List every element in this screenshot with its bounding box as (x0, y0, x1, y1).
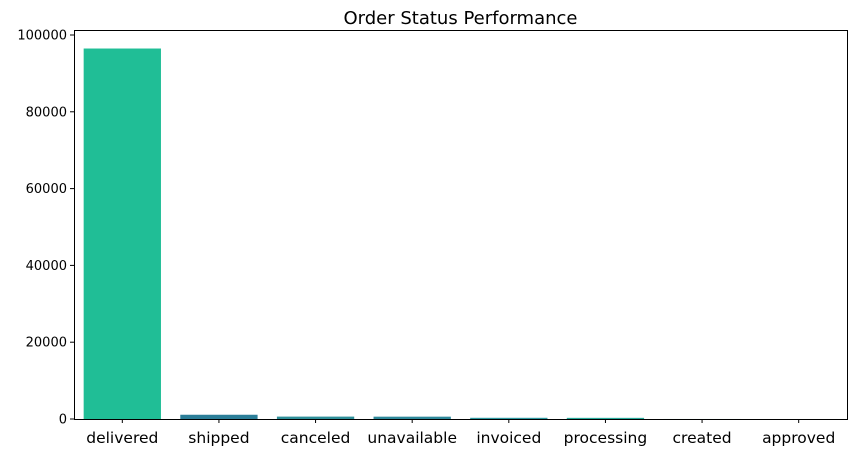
x-tick-label-created: created (673, 429, 732, 447)
x-axis: delivered shipped canceled unavailable invoi… (86, 419, 835, 447)
y-tick-label: 40000 (26, 259, 67, 274)
x-tick-label-unavailable: unavailable (367, 429, 457, 447)
x-tick-label-canceled: canceled (281, 429, 351, 447)
plot-frame (74, 30, 848, 420)
y-tick-label: 60000 (26, 182, 67, 197)
bar-processing (566, 417, 645, 419)
chart-title: Order Status Performance (343, 8, 577, 29)
x-tick-label-processing: processing (564, 429, 648, 447)
bar-invoiced (470, 417, 548, 419)
y-tick-label: 80000 (26, 105, 67, 120)
bars-group (83, 48, 838, 420)
y-tick-label: 100000 (17, 28, 67, 43)
y-tick-label: 0 (59, 413, 67, 428)
x-tick-label-shipped: shipped (188, 429, 249, 447)
bar-shipped (180, 414, 258, 419)
bar-delivered (83, 48, 161, 420)
bar-canceled (276, 416, 355, 419)
x-tick-label-invoiced: invoiced (476, 429, 541, 447)
bar-unavailable (373, 416, 451, 419)
x-tick-label-approved: approved (762, 429, 835, 447)
y-axis: 0 20000 40000 60000 80000 100000 (17, 28, 74, 428)
x-tick-label-delivered: delivered (86, 429, 158, 447)
y-tick-label: 20000 (26, 336, 67, 351)
